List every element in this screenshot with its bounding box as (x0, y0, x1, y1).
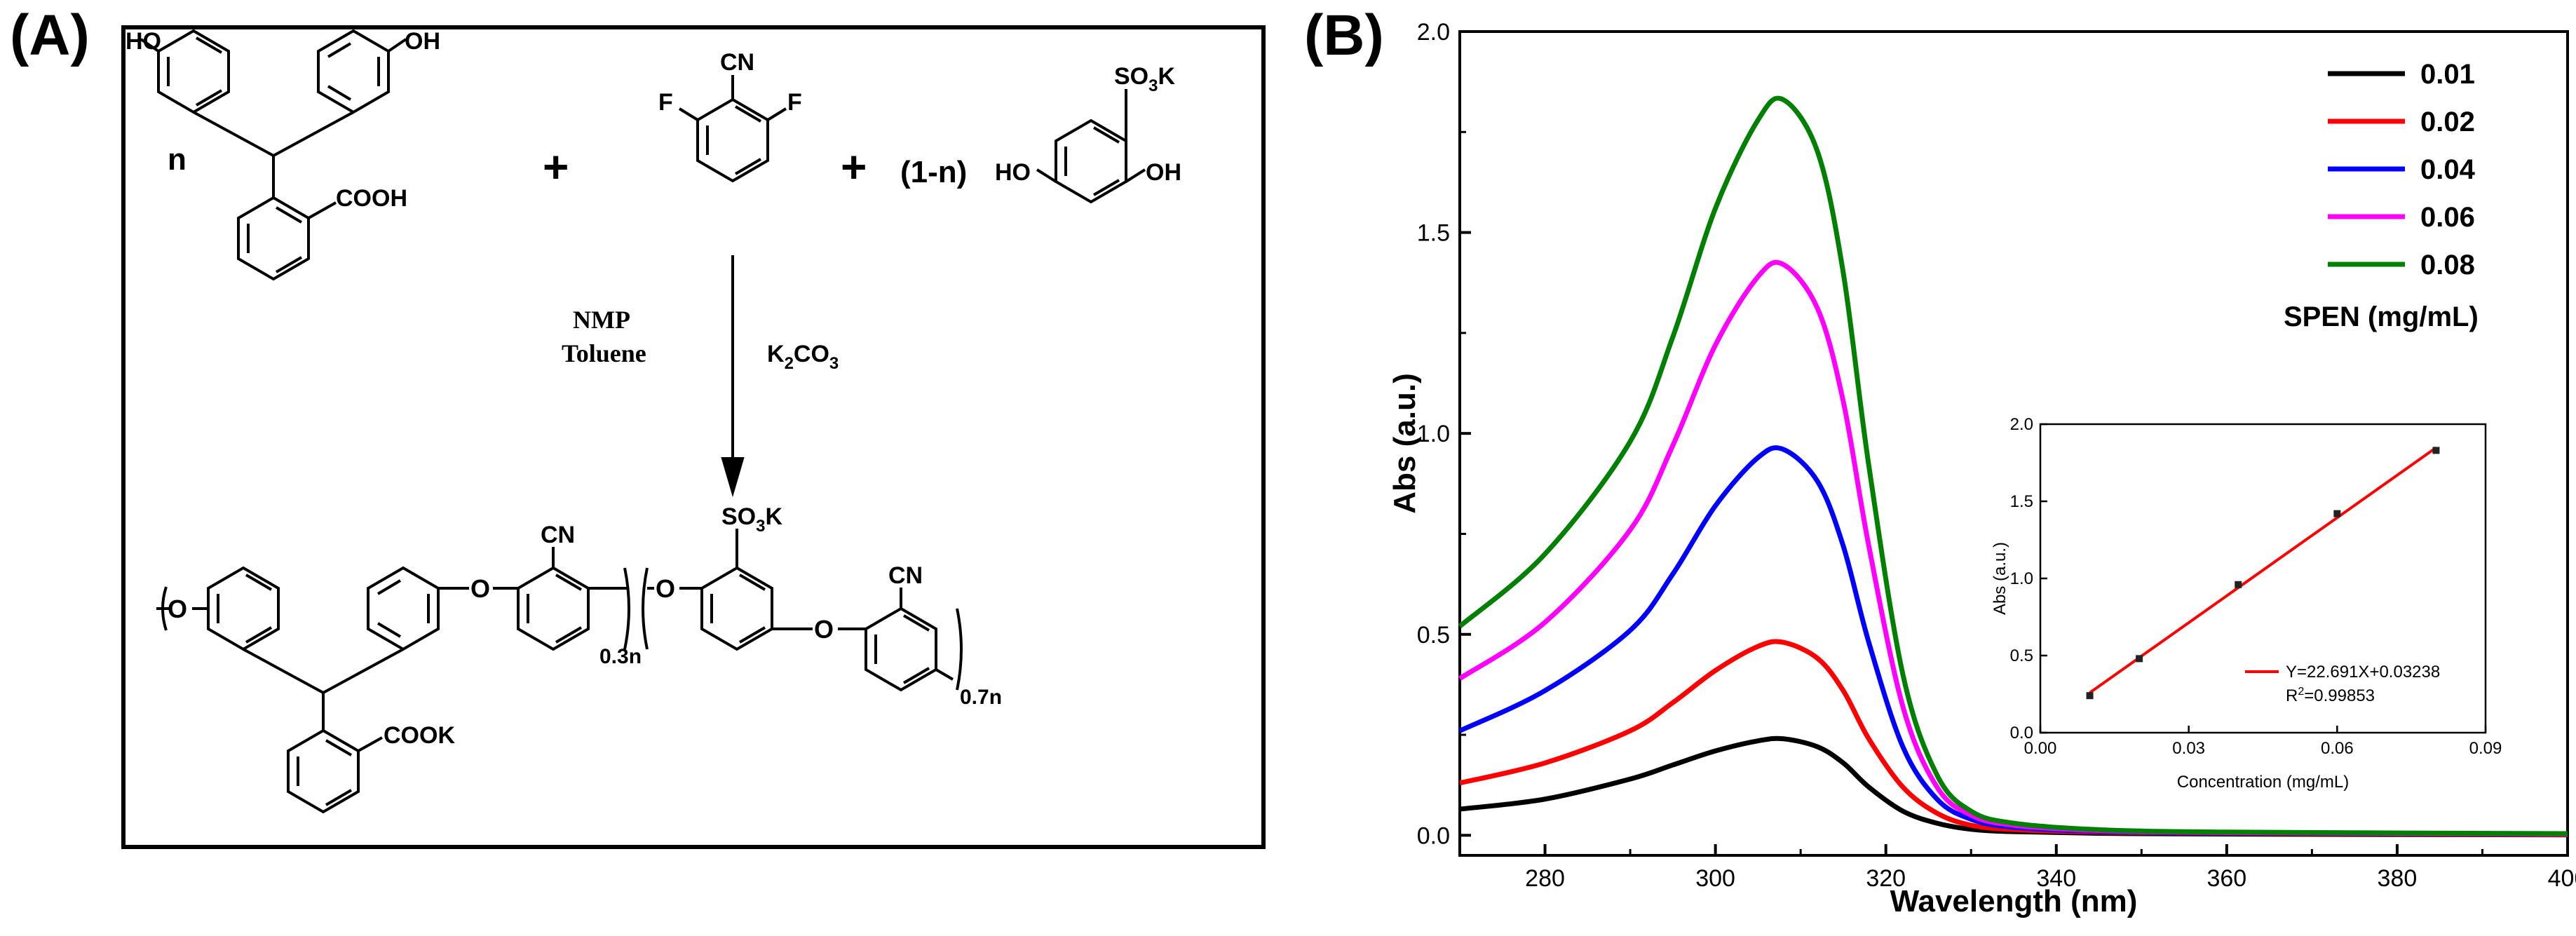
polymer-cn-2: CN (888, 562, 923, 589)
panel-b-label: (B) (1304, 4, 1384, 67)
difluoro-cn: CN (720, 49, 754, 76)
polymer-product (156, 529, 963, 814)
inset-fit-r2: R2=0.99853 (2286, 686, 2375, 705)
inset-y-axis-label: Abs (a.u.) (1991, 542, 2009, 615)
inset-x-tick-label: 0.09 (2469, 739, 2502, 758)
inset-y-tick-label: 2.0 (2010, 415, 2033, 434)
series-line-0.01 (1459, 735, 2568, 838)
inset-y-tick-label: 0.5 (2010, 646, 2033, 665)
inset-plot-frame (2039, 423, 2487, 734)
polymer-ether-o-1: O (168, 595, 187, 623)
main-x-tick-label: 280 (1525, 865, 1565, 892)
series-line-0.08 (1458, 95, 2568, 836)
inset-data-point (2235, 581, 2242, 588)
legend-label-0.02: 0.02 (2420, 107, 2475, 137)
monomer-bisphenol (140, 29, 407, 281)
inset-data-point (2333, 510, 2341, 517)
main-x-tick-label: 320 (1866, 865, 1906, 892)
condition-solvent-toluene: Toluene (562, 339, 646, 367)
inset-x-axis-label: Concentration (mg/mL) (2177, 773, 2349, 792)
main-x-tick-label: 300 (1695, 865, 1735, 892)
polymer-cn-1: CN (541, 522, 575, 548)
main-plot-axes: 2803003203403603804000.00.51.01.52.00.01… (1417, 19, 2576, 892)
inset-fit-equation: Y=22.691X+0.03238 (2286, 663, 2440, 681)
polymer-subscript-0-7n: 0.7n (960, 686, 1002, 709)
plus-sign-1: + (543, 142, 569, 192)
main-y-tick-label: 0.0 (1417, 822, 1450, 849)
inset-data-point (2086, 692, 2094, 700)
legend-label-0.04: 0.04 (2420, 154, 2476, 185)
main-x-tick-label: 360 (2206, 865, 2246, 892)
difluoro-f-left: F (658, 89, 673, 116)
main-y-tick-label: 0.5 (1417, 622, 1450, 649)
main-y-tick-label: 1.5 (1417, 220, 1450, 247)
bisphenol-cooh: COOH (336, 185, 407, 212)
inset-fit-line (2089, 446, 2437, 694)
inset-x-tick-label: 0.03 (2172, 739, 2205, 758)
main-x-tick-label: 340 (2036, 865, 2076, 892)
bisphenol-oh-left: HO (126, 29, 161, 55)
legend-title: SPEN (mg/mL) (2284, 301, 2479, 332)
polymer-subscript-0-3n: 0.3n (599, 645, 642, 668)
monomer-difluorobenzonitrile (678, 75, 787, 183)
condition-solvent-nmp: NMP (573, 306, 630, 334)
inset-data-point (2136, 655, 2143, 663)
legend-label-0.08: 0.08 (2420, 250, 2475, 280)
coefficient-1-minus-n: (1-n) (900, 155, 967, 189)
bisphenol-oh-right: OH (405, 29, 440, 55)
polymer-ether-o-4: O (814, 615, 834, 644)
reaction-arrow (721, 255, 745, 498)
legend-label-0.01: 0.01 (2420, 59, 2475, 90)
main-y-tick-label: 2.0 (1417, 19, 1450, 46)
coefficient-n: n (168, 142, 187, 177)
polymer-ether-o-3: O (656, 574, 675, 603)
reaction-scheme: HO OH COOH n + CN F F + (1-n) HO OH SO3K… (126, 28, 1181, 814)
main-y-axis-label: Abs (a.u.) (1388, 373, 1422, 513)
inset-plot-axes: 0.00 0.03 0.06 0.09 0.0 0.5 1.0 1.5 2.0 (2010, 415, 2502, 758)
reaction-scheme-frame: HO OH COOH n + CN F F + (1-n) HO OH SO3K… (121, 25, 1266, 849)
main-x-tick-label: 380 (2378, 865, 2418, 892)
inset-data-point (2432, 447, 2440, 454)
sulfohydroquinone-so3k: SO3K (1114, 63, 1175, 95)
plus-sign-2: + (841, 142, 867, 192)
monomer-sulfohydroquinone (1036, 89, 1146, 204)
main-plot-frame (1458, 30, 2569, 857)
legend-label-0.06: 0.06 (2420, 202, 2475, 233)
main-y-tick-label: 1.0 (1417, 421, 1450, 447)
difluoro-f-right: F (787, 89, 802, 116)
inset-y-tick-label: 0.0 (2010, 724, 2033, 742)
sulfohydroquinone-oh: OH (1146, 159, 1181, 186)
inset-y-tick-label: 1.5 (2010, 492, 2033, 511)
condition-base-k2co3: K2CO3 (767, 341, 839, 373)
main-x-axis-label: Wavelength (nm) (1890, 884, 2138, 918)
main-x-tick-label: 400 (2548, 865, 2576, 892)
polymer-so3k: SO3K (721, 503, 782, 536)
uv-vis-chart: 2803003203403603804000.00.51.01.52.00.01… (1388, 19, 2576, 918)
inset-x-tick-label: 0.00 (2024, 739, 2057, 758)
panel-a-label: (A) (10, 4, 90, 67)
inset-x-tick-label: 0.06 (2321, 739, 2354, 758)
sulfohydroquinone-ho: HO (995, 159, 1031, 186)
inset-y-tick-label: 1.0 (2010, 569, 2033, 588)
polymer-cook: COOK (384, 722, 455, 749)
polymer-ether-o-2: O (470, 574, 490, 603)
